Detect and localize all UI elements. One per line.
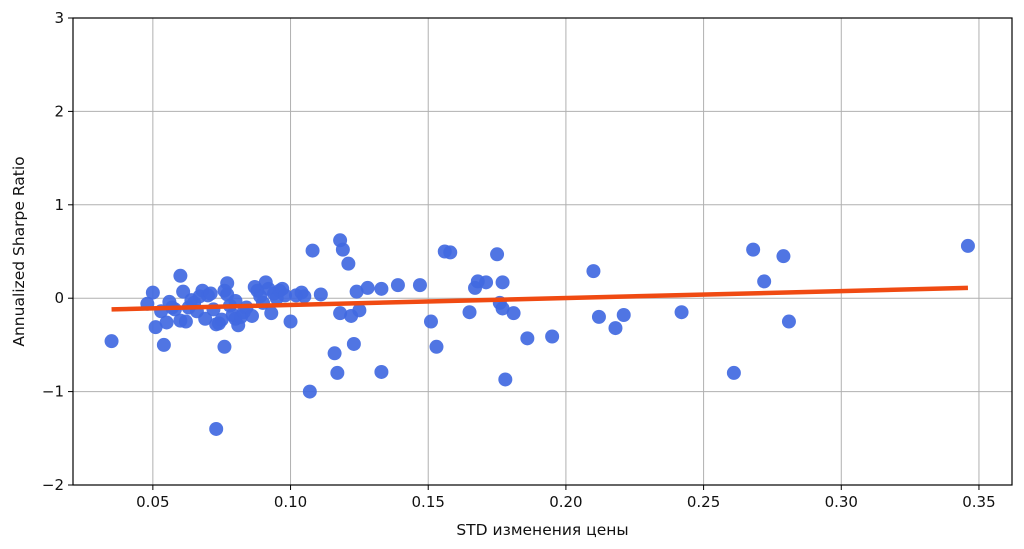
trend-line <box>111 285 968 312</box>
data-point <box>776 249 791 264</box>
data-point <box>313 287 328 302</box>
data-point <box>591 309 606 324</box>
data-point <box>264 306 279 321</box>
data-point <box>297 289 312 304</box>
data-point <box>330 365 345 380</box>
data-point <box>520 331 535 346</box>
data-point <box>209 421 224 436</box>
data-point <box>346 336 361 351</box>
data-point <box>283 314 298 329</box>
y-tick-label: 1 <box>54 196 64 214</box>
data-point <box>159 315 174 330</box>
plot-frame <box>72 17 1013 486</box>
x-tick-label: 0.30 <box>825 493 858 511</box>
data-point <box>374 364 389 379</box>
x-axis-label: STD изменения цены <box>456 521 628 539</box>
x-tick-label: 0.35 <box>962 493 995 511</box>
data-point <box>333 306 348 321</box>
grid-lines <box>73 17 1012 486</box>
data-point <box>479 275 494 290</box>
data-point <box>374 281 389 296</box>
y-tick-label: 3 <box>54 9 64 27</box>
data-point <box>674 305 689 320</box>
data-point <box>412 278 427 293</box>
data-point <box>220 276 235 291</box>
data-point <box>214 312 229 327</box>
data-point <box>498 372 513 387</box>
axis-ticks: 0.05 0.10 0.15 0.20 0.25 0.30 0.35 −2 −1 0 1 2 3 <box>42 9 996 511</box>
y-axis-label: Annualized Sharpe Ratio <box>10 156 28 346</box>
data-point <box>746 242 761 257</box>
data-point <box>495 301 510 316</box>
data-point <box>173 268 188 283</box>
data-point <box>145 285 160 300</box>
data-point <box>757 274 772 289</box>
data-point <box>495 275 510 290</box>
data-point <box>203 286 218 301</box>
data-point <box>960 238 975 253</box>
data-point <box>341 256 356 271</box>
data-point <box>156 337 171 352</box>
data-point <box>781 314 796 329</box>
data-point <box>302 384 317 399</box>
data-point <box>335 242 350 257</box>
data-point <box>429 339 444 354</box>
y-tick-label: 0 <box>54 289 64 307</box>
data-point <box>349 284 364 299</box>
x-tick-label: 0.10 <box>274 493 307 511</box>
data-point <box>490 247 505 262</box>
data-point <box>390 278 405 293</box>
data-point <box>244 308 259 323</box>
data-point <box>198 311 213 326</box>
x-tick-label: 0.20 <box>549 493 582 511</box>
data-points <box>104 233 975 436</box>
data-point <box>608 321 623 336</box>
data-point <box>327 346 342 361</box>
data-point <box>217 339 232 354</box>
data-point <box>545 329 560 344</box>
data-point <box>423 314 438 329</box>
data-point <box>586 264 601 279</box>
data-point <box>462 305 477 320</box>
data-point <box>148 320 163 335</box>
data-point <box>305 243 320 258</box>
y-tick-label: 2 <box>54 102 64 120</box>
data-point <box>616 308 631 323</box>
y-tick-label: −1 <box>42 383 64 401</box>
data-point <box>360 280 375 295</box>
y-tick-label: −2 <box>42 476 64 494</box>
data-point <box>443 245 458 260</box>
x-tick-label: 0.05 <box>136 493 169 511</box>
data-point <box>278 288 293 303</box>
x-tick-label: 0.15 <box>412 493 445 511</box>
data-point <box>352 303 367 318</box>
x-tick-label: 0.25 <box>687 493 720 511</box>
data-point <box>178 314 193 329</box>
data-point <box>726 365 741 380</box>
data-point <box>506 306 521 321</box>
regression-line <box>111 285 968 312</box>
data-point <box>104 334 119 349</box>
